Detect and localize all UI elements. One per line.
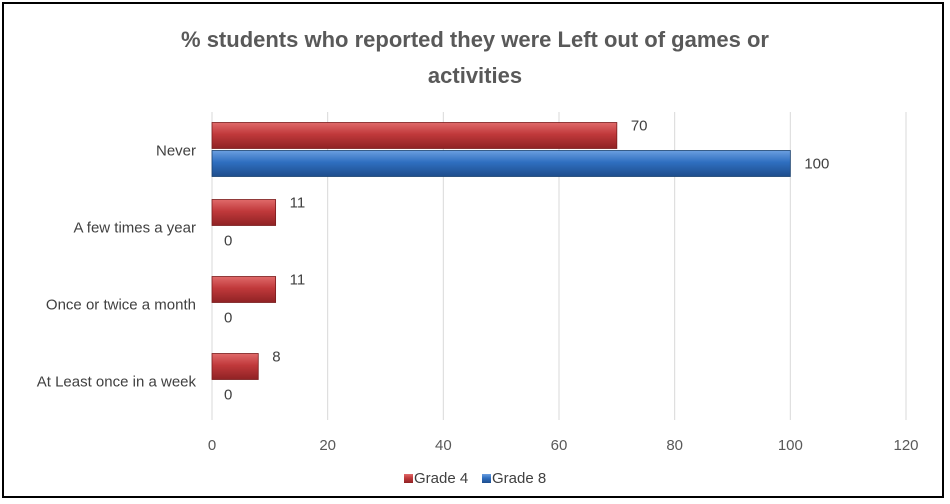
x-tick-label: 100 [778,437,803,454]
x-axis-tick-labels: 0 20 40 60 80 100 120 [208,437,919,454]
bar-grade-4 [211,276,277,303]
chart-title-line-1: % students who reported they were Left o… [181,27,769,52]
bar-grade-4 [211,199,277,226]
data-label: 8 [272,349,280,366]
x-tick-label: 0 [208,437,216,454]
data-labels: 70 100 11 0 11 0 8 0 [224,118,829,404]
data-label: 0 [224,233,232,250]
bar-grade-4 [211,122,618,149]
category-label: A few times a year [73,220,196,237]
x-tick-label: 20 [319,437,336,454]
category-label: Once or twice a month [46,297,196,314]
data-label: 11 [290,195,306,212]
chart-frame [2,2,944,498]
category-labels: Never A few times a year Once or twice a m… [37,143,197,391]
bar-grade-8 [211,150,791,177]
bar-grade-4 [211,353,259,380]
legend-label: Grade 8 [492,470,546,487]
x-tick-label: 120 [893,437,918,454]
data-label: 100 [804,156,829,173]
x-tick-label: 60 [551,437,568,454]
x-tick-label: 40 [435,437,452,454]
legend: Grade 4 Grade 8 [404,470,546,487]
bars [211,122,791,380]
data-label: 70 [631,118,648,135]
category-label: At Least once in a week [37,374,197,391]
legend-swatch [482,474,491,483]
category-label: Never [156,143,196,160]
x-tick-label: 80 [666,437,683,454]
data-label: 0 [224,387,232,404]
data-label: 0 [224,310,232,327]
legend-swatch [404,474,413,483]
legend-label: Grade 4 [414,470,468,487]
data-label: 11 [290,272,306,289]
chart-title: % students who reported they were Left o… [0,22,950,94]
chart-title-line-2: activities [427,63,523,88]
